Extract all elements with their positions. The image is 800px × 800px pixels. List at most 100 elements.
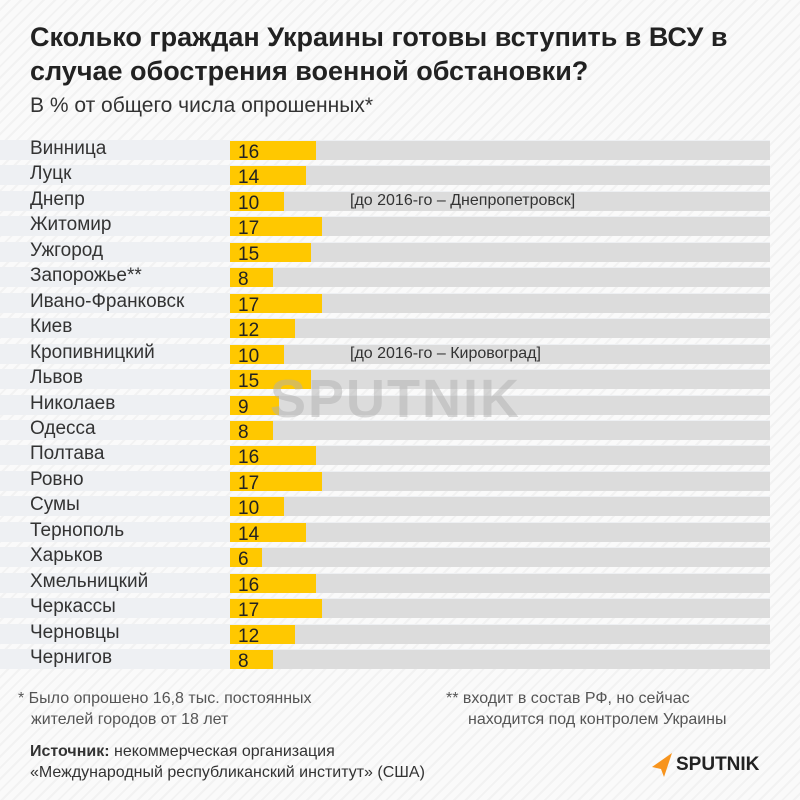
data-label: 10 [238,498,260,520]
bar [230,166,306,186]
category-label: Львов [30,367,83,389]
data-label: 8 [238,269,249,291]
bar [230,344,284,364]
footnote-survey: * Было опрошено 16,8 тыс. постоянных жит… [18,688,312,730]
data-label: 8 [238,421,249,443]
footnote-line: жителей городов от 18 лет [31,711,229,728]
bar-row: Львов 15 [0,367,770,392]
category-label: Житомир [30,214,112,236]
source-label: Источник: [30,743,110,760]
data-label: 16 [238,574,260,596]
footnote-line: * Было опрошено 16,8 тыс. постоянных [18,690,312,707]
data-label: 17 [238,472,260,494]
bar-track: 17 [230,293,770,316]
data-label: 9 [238,396,249,418]
bar [230,624,295,644]
bar-track: 9 [230,395,770,418]
category-label: Киев [30,316,73,338]
category-label: Чернигов [30,647,113,668]
category-label: Черновцы [30,621,120,643]
category-label: Ровно [30,468,84,490]
data-label: 14 [238,167,260,189]
data-label: 10 [238,192,260,214]
bar-row: Днепр 10 [до 2016-го – Днепропетровск] [0,188,770,214]
bar-row: Одесса 8 [0,417,770,443]
bar-track: 15 [230,370,770,392]
bar-track: 17 [230,217,770,239]
bar-track: 17 [230,471,770,494]
bar-row: Сумы 10 [0,494,770,519]
bar [230,522,306,542]
chart-subtitle: В % от общего числа опрошенных* [30,94,373,117]
bar-track: 6 [230,548,770,570]
bar-row: Киев 12 [0,316,770,341]
footnote-line: находится под контролем Украины [468,711,727,728]
data-label: 17 [238,600,260,622]
bar-track: 16 [230,446,770,468]
bar-track: 14 [230,522,770,545]
bar-track: 8 [230,268,770,290]
data-label: 10 [238,345,260,367]
bar [230,446,317,466]
category-label: Винница [30,138,107,159]
bar-track: 14 [230,166,770,188]
data-label: 15 [238,371,260,393]
bar-track: 8 [230,650,770,672]
bar-row: Черкассы 17 [0,596,770,621]
bar [230,141,317,160]
bar-row: Винница 16 [0,138,770,163]
chart-title: Сколько граждан Украины готовы вступить … [30,22,728,86]
data-label: 12 [238,625,260,647]
data-label: 15 [238,243,260,265]
bar-row: Харьков 6 [0,545,770,570]
data-label: 16 [238,447,260,469]
bar [230,471,322,491]
bar-track: 8 [230,420,770,443]
bar-row: Тернополь 14 [0,519,770,545]
bar [230,268,274,288]
bar [230,548,263,568]
category-label: Луцк [30,163,72,185]
bar-track: 17 [230,599,770,621]
bar [230,395,279,415]
bar [230,420,274,440]
bar-row: Житомир 17 [0,214,770,239]
category-label: Полтава [30,443,105,465]
bar [230,370,311,390]
data-label: 17 [238,294,260,316]
bar-row: Хмельницкий 16 [0,570,770,596]
source: Источник: некоммерческая организация «Ме… [30,741,425,783]
category-label: Черкассы [30,596,116,618]
data-label: 16 [238,142,260,163]
bar-row: Черновцы 12 [0,621,770,647]
bar-row: Луцк 14 [0,163,770,188]
data-label: 8 [238,651,249,672]
bar-track: 10 [до 2016-го – Днепропетровск] [230,191,770,214]
category-label: Одесса [30,417,96,439]
bar [230,319,295,339]
bar-row: Николаев 9 [0,393,770,418]
bar-track: 12 [230,319,770,341]
bar [230,242,311,262]
category-label: Тернополь [30,519,125,541]
bar-row: Ровно 17 [0,468,770,494]
footnote-zaporozhye: ** входит в состав РФ, но сейчас находит… [446,688,727,730]
data-label: 17 [238,218,260,240]
category-label: Ивано-Франковск [30,290,185,312]
category-label: Хмельницкий [30,570,149,592]
data-label: 12 [238,320,260,342]
bar-track: 12 [230,624,770,647]
bar [230,191,284,211]
bar [230,599,322,619]
bar [230,573,317,593]
bar-track: 10 [230,497,770,519]
data-label: 14 [238,523,260,545]
category-label: Днепр [30,188,85,210]
bar-row: Полтава 16 [0,443,770,468]
bar-row: Запорожье** 8 [0,265,770,290]
category-label: Кропивницкий [30,341,155,363]
bar [230,650,274,669]
source-text: «Международный республиканский институт»… [30,764,425,781]
annotation: [до 2016-го – Кировоград] [350,344,541,362]
bar [230,293,322,313]
